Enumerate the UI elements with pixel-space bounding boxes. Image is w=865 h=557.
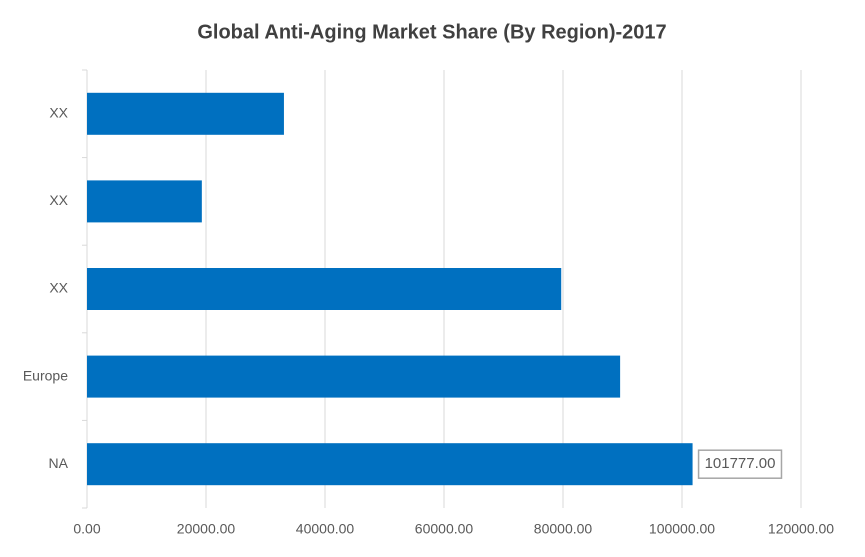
y-tick-label: XX <box>49 192 68 208</box>
bar <box>87 268 562 310</box>
x-tick-label: 120000.00 <box>768 521 834 537</box>
x-tick-label: 100000.00 <box>649 521 715 537</box>
y-tick-label: XX <box>49 105 68 121</box>
chart-title: Global Anti-Aging Market Share (By Regio… <box>197 21 666 43</box>
x-tick-label: 40000.00 <box>296 521 355 537</box>
bar <box>87 355 621 398</box>
data-label-box <box>697 449 783 479</box>
x-tick-label: 0.00 <box>73 521 100 537</box>
bar <box>87 180 202 223</box>
data-label: 101777.00 <box>705 455 776 472</box>
x-tick-label: 80000.00 <box>534 521 593 537</box>
bar <box>87 443 693 486</box>
y-tick-label: Europe <box>23 367 68 383</box>
y-tick-label: NA <box>49 455 69 471</box>
y-tick-label: XX <box>49 280 68 296</box>
bar <box>87 92 284 135</box>
x-tick-label: 20000.00 <box>177 521 236 537</box>
x-tick-label: 60000.00 <box>415 521 474 537</box>
